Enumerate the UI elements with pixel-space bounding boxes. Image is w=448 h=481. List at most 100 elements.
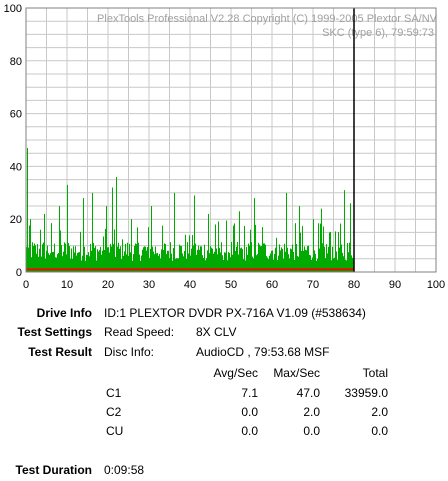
c1-bar [210, 246, 211, 272]
c1-bar [232, 254, 233, 272]
c1-bar [151, 206, 152, 272]
c1-bar [273, 259, 274, 272]
c1-bar [303, 250, 304, 272]
header-avg: Avg/Sec [213, 366, 258, 380]
c1-bar [69, 246, 70, 272]
c1-bar [164, 243, 165, 272]
c1-bar [142, 249, 143, 272]
chart-watermark-line2: SKC (type 6), 79:59:73 [322, 27, 434, 39]
c1-bar [196, 254, 197, 272]
c1-bar [286, 192, 287, 272]
c1-bar [115, 256, 116, 272]
c1-bar [167, 250, 168, 272]
c1-bar [104, 249, 105, 272]
c1-bar [166, 254, 167, 272]
c1-bar [65, 243, 66, 272]
row-cu-max: 0.0 [303, 424, 320, 438]
c1-bar [198, 245, 199, 272]
c1-bar [298, 256, 299, 272]
c1-bar [92, 192, 93, 272]
c1-bar [44, 213, 45, 272]
y-tick-label: 0 [16, 267, 22, 279]
c1-bar [326, 244, 327, 272]
row-c1-avg: 7.1 [241, 386, 258, 400]
c1-bar [148, 227, 149, 272]
c1-bar [190, 255, 191, 272]
c1-bar [309, 254, 310, 272]
c1-bar [56, 257, 57, 272]
c1-bar [282, 248, 283, 272]
c1-bar [140, 260, 141, 272]
row-c1-total: 33959.0 [344, 386, 388, 400]
c1-bar [220, 252, 221, 272]
c1-bar [82, 255, 83, 272]
c1-bar [215, 224, 216, 272]
c1-bar [314, 250, 315, 272]
c1-bar [281, 247, 282, 272]
c1-bar [118, 242, 119, 272]
c1-bar [224, 252, 225, 272]
c1-bar [193, 245, 194, 272]
c1-bar [153, 251, 154, 272]
c1-bar [136, 244, 137, 272]
c1-bar [113, 244, 114, 272]
c1-bar [173, 248, 174, 272]
row-cu-total: 0.0 [371, 424, 388, 438]
c1-bar [49, 255, 50, 272]
c1-bar [52, 252, 53, 272]
c1-bar [301, 250, 302, 272]
c1-bar [40, 229, 41, 272]
c1-bar [43, 242, 44, 272]
c1-bar [147, 247, 148, 272]
c1-bar [57, 254, 58, 272]
y-tick-label: 20 [10, 214, 22, 226]
c1-bar [37, 244, 38, 272]
c1-bar [291, 249, 292, 272]
row-c2-max: 2.0 [303, 405, 320, 419]
c1-bar [35, 245, 36, 272]
c1-bar [66, 254, 67, 272]
c1-bar [128, 255, 129, 272]
c1-bar [109, 252, 110, 272]
c1-bar [86, 254, 87, 272]
disc-info-label: Disc Info: [104, 345, 155, 359]
y-tick-label: 60 [10, 109, 22, 121]
row-c2-avg: 0.0 [241, 405, 258, 419]
c1-bar [290, 248, 291, 272]
c1-bar [87, 254, 88, 272]
c1-bar [348, 252, 349, 272]
x-tick-labels: 0 10 20 30 40 50 60 70 80 90 100 [23, 279, 445, 291]
c1-bar [68, 243, 69, 272]
c1-bar [158, 255, 159, 272]
c1-bar [62, 256, 63, 272]
c1-bar [135, 243, 136, 272]
c1-bar [336, 251, 337, 272]
c1-bar [231, 241, 232, 272]
c1-bar [154, 254, 155, 272]
y-tick-label: 100 [4, 3, 22, 15]
x-tick-label: 70 [307, 279, 319, 291]
c1-bar [206, 258, 207, 272]
c1-bar [130, 252, 131, 272]
c1-bar [310, 255, 311, 272]
c1-bar [299, 206, 300, 272]
c1-bar [247, 254, 248, 272]
c1-bar [195, 243, 196, 272]
c1-bar [300, 232, 301, 272]
c1-bar [342, 252, 343, 272]
c1-bar [343, 256, 344, 272]
c1-bar [229, 252, 230, 272]
c1-bar [257, 254, 258, 272]
x-tick-label: 0 [23, 279, 29, 291]
x-tick-label: 100 [427, 279, 445, 291]
c1-bar [254, 198, 255, 272]
header-max: Max/Sec [273, 366, 320, 380]
c1-bar [29, 225, 30, 272]
c1-bar [341, 244, 342, 272]
c1-bar [163, 249, 164, 272]
c1-bar [72, 258, 73, 272]
c1-bar [165, 244, 166, 272]
c1-bar [28, 247, 29, 272]
c1-bar [347, 243, 348, 272]
c1-bar [146, 250, 147, 272]
